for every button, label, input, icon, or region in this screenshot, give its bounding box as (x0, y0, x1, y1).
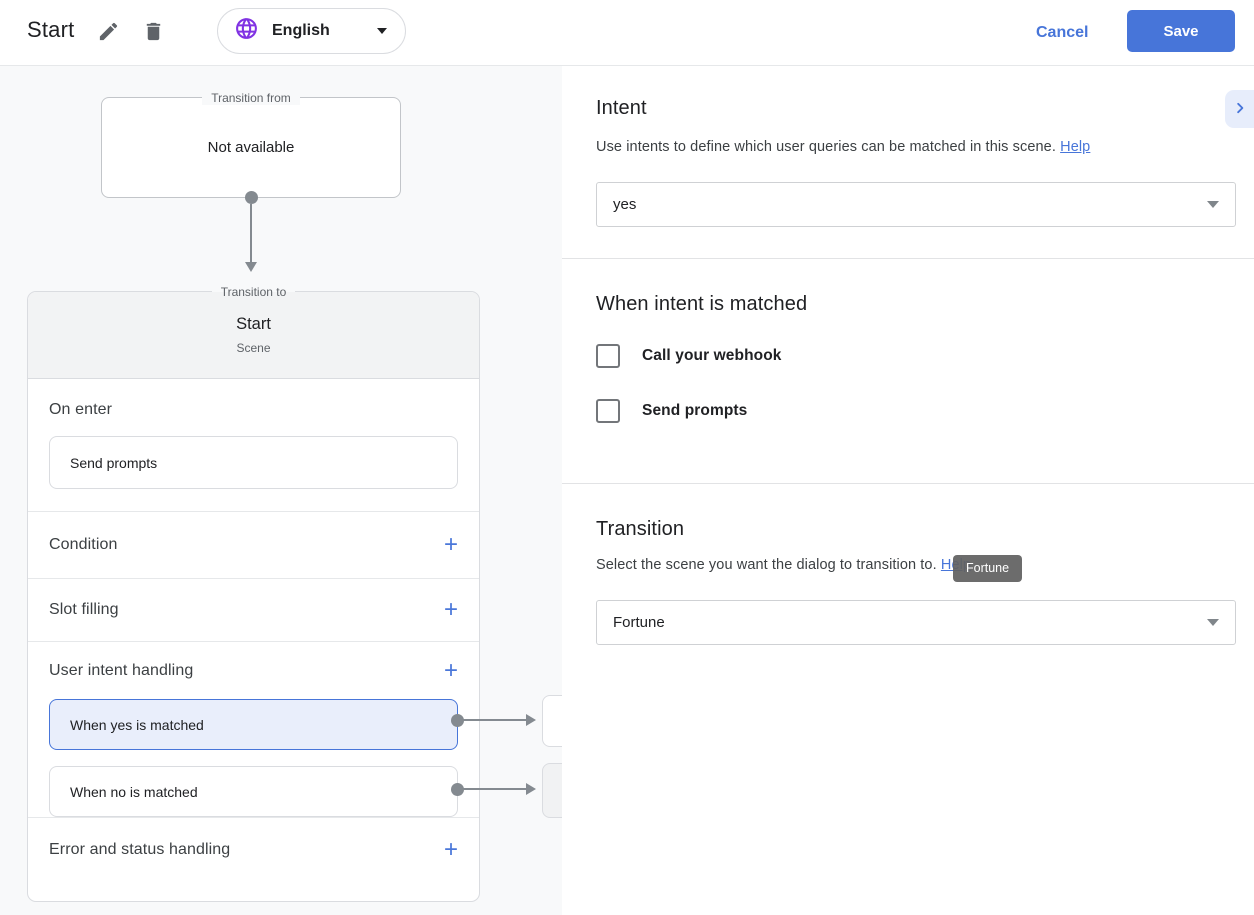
scene-name: Start (236, 315, 271, 333)
delete-scene-button[interactable] (138, 18, 168, 48)
add-slot-button[interactable]: + (443, 596, 458, 623)
dropdown-caret-icon (1207, 201, 1219, 208)
intent-select[interactable]: yes (596, 182, 1236, 227)
intent-editor-panel: Intent Use intents to define which user … (562, 66, 1254, 915)
connector-line (250, 204, 252, 264)
intent-select-value: yes (613, 196, 637, 213)
connector-line (459, 788, 527, 790)
globe-icon (234, 16, 259, 46)
add-error-handler-button[interactable]: + (443, 835, 458, 863)
condition-section: Condition + (28, 511, 479, 578)
error-status-title: Error and status handling (49, 840, 231, 858)
when-matched-title: When intent is matched (596, 293, 808, 315)
connector-dot (245, 191, 258, 204)
scene-card-header[interactable]: Start Scene (28, 292, 479, 379)
toolbar: Start English Cancel Save (0, 0, 1254, 66)
on-enter-title: On enter (49, 401, 113, 418)
add-condition-button[interactable]: + (443, 531, 458, 558)
transition-description: Select the scene you want the dialog to … (596, 557, 971, 573)
divider (562, 483, 1254, 484)
checkbox-icon[interactable] (596, 399, 620, 423)
trash-icon (142, 20, 165, 46)
target-scene-stub (542, 763, 562, 818)
call-webhook-checkbox-row[interactable]: Call your webhook (596, 344, 782, 368)
send-prompts-checkbox-row[interactable]: Send prompts (596, 399, 747, 423)
arrow-right-icon (526, 783, 536, 795)
intent-item-when-no[interactable]: When no is matched (49, 766, 458, 817)
scene-diagram-panel: Not available Transition from Start Scen… (0, 66, 562, 915)
transition-section-title: Transition (596, 518, 685, 540)
on-enter-send-prompts[interactable]: Send prompts (49, 436, 458, 489)
language-label: English (272, 22, 330, 39)
page-title: Start (27, 17, 75, 42)
chevron-down-icon (377, 28, 387, 34)
on-enter-section: On enter Send prompts (28, 379, 479, 511)
cancel-button[interactable]: Cancel (1022, 14, 1102, 52)
arrow-down-icon (245, 262, 257, 272)
condition-title: Condition (49, 536, 118, 553)
transition-select-value: Fortune (613, 614, 665, 631)
pencil-icon (97, 20, 120, 46)
target-scene-stub (542, 695, 562, 747)
collapse-panel-button[interactable] (1225, 90, 1254, 128)
divider (562, 258, 1254, 259)
language-selector[interactable]: English (217, 8, 406, 54)
send-prompts-label: Send prompts (642, 402, 748, 419)
intent-help-link[interactable]: Help (1060, 139, 1091, 155)
dropdown-caret-icon (1207, 619, 1219, 626)
fortune-tooltip: Fortune (953, 555, 1023, 582)
intent-item-when-yes[interactable]: When yes is matched (49, 699, 458, 750)
user-intent-handling-section: User intent handling + When yes is match… (28, 641, 479, 817)
slot-filling-title: Slot filling (49, 601, 119, 618)
call-webhook-label: Call your webhook (642, 347, 782, 364)
scene-type-label: Scene (236, 341, 271, 355)
connector-line (459, 719, 527, 721)
add-intent-button[interactable]: + (443, 656, 458, 684)
arrow-right-icon (526, 714, 536, 726)
chevron-right-icon (1229, 97, 1251, 122)
transition-from-box: Not available (101, 97, 401, 198)
scene-card: Start Scene On enter Send prompts Condit… (27, 291, 480, 902)
intent-section-title: Intent (596, 97, 647, 119)
checkbox-icon[interactable] (596, 344, 620, 368)
edit-scene-button[interactable] (93, 18, 123, 48)
transition-select[interactable]: Fortune (596, 600, 1236, 645)
error-status-section: Error and status handling + (28, 817, 479, 881)
save-button[interactable]: Save (1127, 10, 1235, 52)
connector-dot (451, 783, 464, 796)
connector-dot (451, 714, 464, 727)
transition-from-value: Not available (207, 139, 295, 156)
user-intent-handling-title: User intent handling (49, 661, 194, 679)
slot-filling-section: Slot filling + (28, 578, 479, 641)
intent-description: Use intents to define which user queries… (596, 139, 1091, 155)
